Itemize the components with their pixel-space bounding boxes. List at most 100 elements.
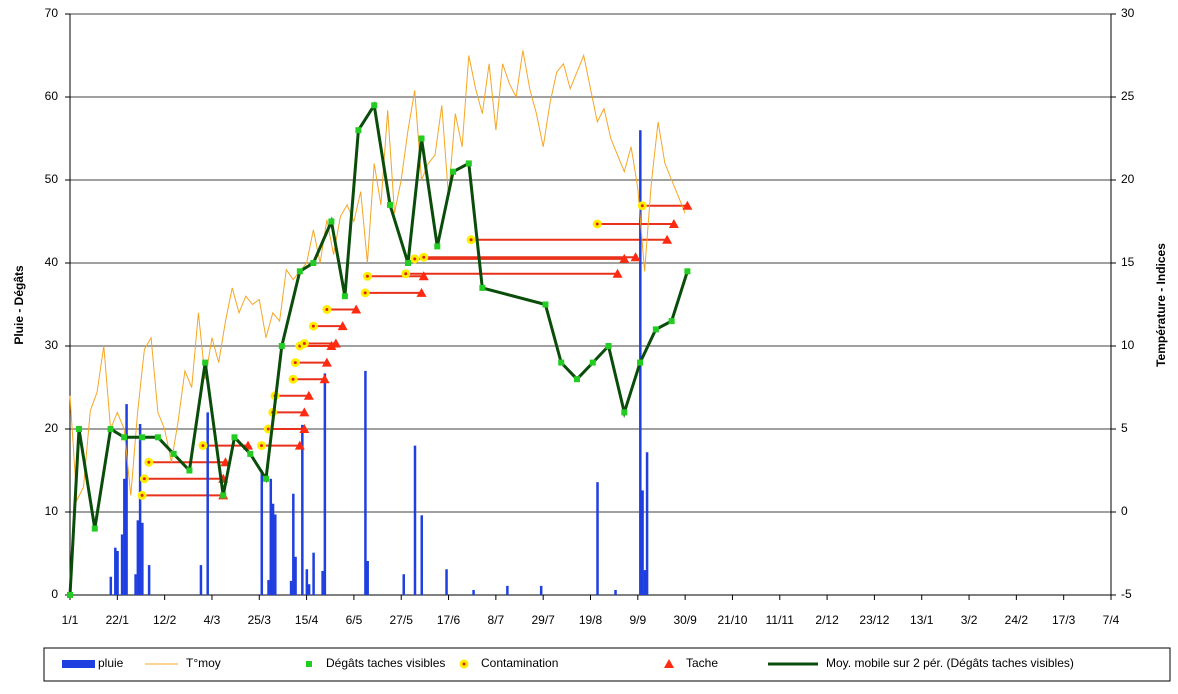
damage-point <box>418 135 425 142</box>
damage-point <box>404 260 411 266</box>
legend-label: Dégâts taches visibles <box>326 656 445 670</box>
tache-point <box>682 200 693 210</box>
rain-bar <box>269 478 273 595</box>
tache-point <box>299 407 310 417</box>
contamination-point <box>637 201 647 211</box>
x-tick-label: 1/1 <box>62 613 79 627</box>
contamination-point <box>198 441 208 451</box>
legend-swatch <box>664 659 674 668</box>
damage-point <box>328 218 335 225</box>
x-tick-label: 8/7 <box>488 613 505 627</box>
x-tick-label: 17/3 <box>1052 613 1076 627</box>
rain-bar <box>109 576 113 595</box>
y2-tick-label: 25 <box>1121 89 1135 103</box>
damage-point <box>605 343 612 349</box>
damage-point <box>247 450 254 457</box>
rain-bar <box>134 574 137 595</box>
tache-point <box>668 218 679 228</box>
damage-point <box>231 434 238 441</box>
y-axis-title: Pluie - Dégâts <box>12 265 26 345</box>
tache-point <box>416 287 427 297</box>
rain-bar <box>366 560 369 595</box>
damage-point <box>621 409 628 416</box>
x-tick-label: 25/3 <box>248 613 272 627</box>
tache-point <box>330 338 341 348</box>
tache-point <box>662 234 673 244</box>
rain-bar <box>294 556 297 595</box>
tache-point <box>630 252 641 262</box>
x-tick-label: 29/7 <box>532 613 556 627</box>
rain-bar <box>125 404 128 595</box>
rain-bar <box>312 552 315 595</box>
rain-bar <box>307 584 311 595</box>
y2-tick-label: 20 <box>1121 172 1135 186</box>
legend-label: Moy. mobile sur 2 pér. (Dégâts taches vi… <box>826 656 1074 670</box>
x-tick-label: 17/6 <box>437 613 461 627</box>
y2-axis-title: Température - Indices <box>1154 243 1168 367</box>
damage-point <box>573 376 580 383</box>
y-tick-label: 50 <box>45 172 59 186</box>
contamination-point <box>360 288 370 298</box>
x-tick-label: 2/12 <box>815 613 839 627</box>
rain-bar <box>402 574 405 595</box>
damage-point <box>121 434 128 441</box>
y2-tick-label: 30 <box>1121 6 1135 20</box>
contamination-point <box>592 219 602 229</box>
rain-bar <box>138 424 142 595</box>
damage-point <box>637 359 644 366</box>
tache-point <box>326 341 337 350</box>
damage-point <box>434 243 441 250</box>
rain-bar <box>260 470 264 595</box>
tache-point <box>321 357 332 367</box>
legend-box <box>43 647 1171 682</box>
rain-bar <box>305 569 309 595</box>
legend-swatch <box>459 659 469 669</box>
damage-point <box>652 326 659 333</box>
damage-point <box>76 426 83 432</box>
tache-point <box>418 271 429 281</box>
y2-tick-label: 15 <box>1121 255 1135 269</box>
rain-bar <box>123 478 126 595</box>
contamination-point <box>288 374 298 384</box>
damage-point <box>542 301 549 308</box>
rain-bar <box>596 482 599 595</box>
legend-swatch <box>62 660 95 668</box>
damage-point <box>355 127 362 134</box>
x-tick-label: 11/11 <box>766 613 795 627</box>
x-tick-label: 24/2 <box>1005 613 1029 627</box>
y-tick-label: 70 <box>45 6 59 20</box>
rain-bar <box>445 569 448 595</box>
x-tick-label: 21/10 <box>717 613 747 627</box>
rain-bar <box>274 514 277 595</box>
damage-point <box>371 102 378 109</box>
rain-bar <box>114 547 117 595</box>
tache-point <box>319 374 330 384</box>
damage-point <box>186 467 193 474</box>
damage-point <box>465 160 472 167</box>
damage-point <box>479 284 486 291</box>
x-tick-label: 13/1 <box>910 613 934 627</box>
rain-bar <box>301 424 304 595</box>
contamination-point <box>257 441 267 451</box>
contamination-point <box>139 474 149 484</box>
x-tick-label: 6/5 <box>346 613 363 627</box>
damage-point <box>296 268 303 275</box>
rain-bar <box>136 520 140 595</box>
contamination-point <box>401 269 411 279</box>
y-tick-label: 60 <box>45 89 59 103</box>
rain-bar <box>141 522 144 595</box>
y-tick-label: 10 <box>45 504 59 518</box>
contamination-point <box>144 457 154 467</box>
rain-bar <box>539 585 543 595</box>
rain-bar <box>645 452 649 595</box>
rain-bar <box>364 370 367 595</box>
contamination-point <box>419 252 429 262</box>
damage-point <box>310 260 317 266</box>
x-tick-label: 30/9 <box>673 613 697 627</box>
contamination-point <box>308 321 318 331</box>
series-line <box>68 101 689 596</box>
damage-point <box>91 525 98 532</box>
rain-bar <box>643 570 647 595</box>
tache-point <box>351 304 362 314</box>
rain-bar <box>614 590 617 595</box>
